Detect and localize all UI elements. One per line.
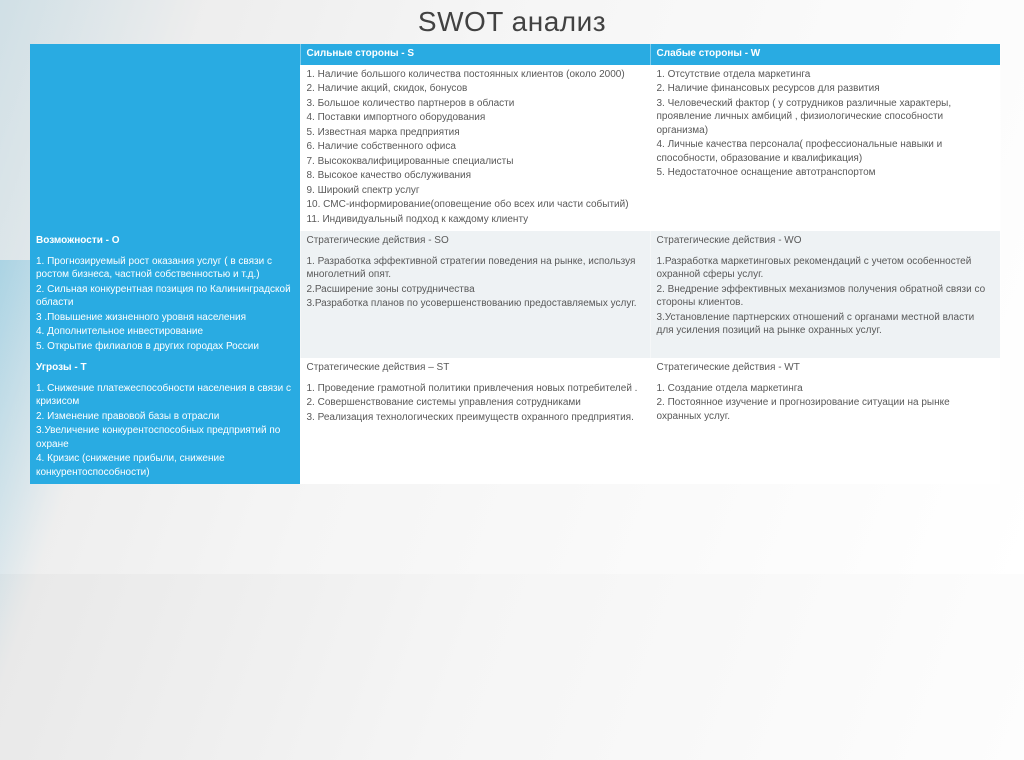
table-row: Угрозы - T Стратегические действия – ST …: [30, 358, 1000, 379]
cell-blank-left: [30, 65, 300, 232]
list-item: 2.Расширение зоны сотрудничества: [307, 283, 644, 297]
list-item: 3. Большое количество партнеров в област…: [307, 97, 644, 111]
cell-opportunities: 1. Прогнозируемый рост оказания услуг ( …: [30, 252, 300, 359]
list-item: 10. СМС-информирование(оповещение обо вс…: [307, 198, 644, 212]
list-item: 3. Человеческий фактор ( у сотрудников р…: [657, 97, 994, 138]
list-item: 3.Увеличение конкурентоспособных предпри…: [36, 424, 294, 451]
list-item: 5. Известная марка предприятия: [307, 126, 644, 140]
header-st: Стратегические действия – ST: [300, 358, 650, 379]
list-item: 1.Разработка маркетинговых рекомендаций …: [657, 255, 994, 282]
list-item: 1. Создание отдела маркетинга: [657, 382, 994, 396]
list-item: 2. Совершенствование системы управления …: [307, 396, 644, 410]
list-item: 2. Наличие финансовых ресурсов для разви…: [657, 82, 994, 96]
cell-strengths: 1. Наличие большого количества постоянны…: [300, 65, 650, 232]
list-item: 1. Прогнозируемый рост оказания услуг ( …: [36, 255, 294, 282]
table-row: 1. Наличие большого количества постоянны…: [30, 65, 1000, 232]
cell-weaknesses: 1. Отсутствие отдела маркетинга2. Наличи…: [650, 65, 1000, 232]
list-item: 1. Снижение платежеспособности населения…: [36, 382, 294, 409]
header-blank: [30, 44, 300, 65]
header-strengths: Сильные стороны - S: [300, 44, 650, 65]
list-item: 11. Индивидуальный подход к каждому клие…: [307, 213, 644, 227]
list-item: 9. Широкий спектр услуг: [307, 184, 644, 198]
list-item: 1. Проведение грамотной политики привлеч…: [307, 382, 644, 396]
list-item: 2. Сильная конкурентная позиция по Калин…: [36, 283, 294, 310]
swot-table: Сильные стороны - S Слабые стороны - W 1…: [30, 44, 1001, 484]
list-item: 4. Поставки импортного оборудования: [307, 111, 644, 125]
header-wo: Стратегические действия - WO: [650, 231, 1000, 252]
list-item: 5. Недостаточное оснащение автотранспорт…: [657, 166, 994, 180]
table-row: 1. Снижение платежеспособности населения…: [30, 379, 1000, 485]
list-item: 2. Внедрение эффективных механизмов полу…: [657, 283, 994, 310]
cell-threats: 1. Снижение платежеспособности населения…: [30, 379, 300, 485]
list-item: 2. Постоянное изучение и прогнозирование…: [657, 396, 994, 423]
cell-st: 1. Проведение грамотной политики привлеч…: [300, 379, 650, 485]
header-threats: Угрозы - T: [30, 358, 300, 379]
header-wt: Стратегические действия - WT: [650, 358, 1000, 379]
list-item: 2. Наличие акций, скидок, бонусов: [307, 82, 644, 96]
page-title: SWOT анализ: [0, 6, 1024, 38]
list-item: 4. Кризис (снижение прибыли, снижение ко…: [36, 452, 294, 479]
table-row: 1. Прогнозируемый рост оказания услуг ( …: [30, 252, 1000, 359]
header-so: Стратегические действия - SO: [300, 231, 650, 252]
list-item: 3. Реализация технологических преимущест…: [307, 411, 644, 425]
header-weaknesses: Слабые стороны - W: [650, 44, 1000, 65]
table-row: Сильные стороны - S Слабые стороны - W: [30, 44, 1000, 65]
list-item: 3.Разработка планов по усовершенствовани…: [307, 297, 644, 311]
list-item: 4. Дополнительное инвестирование: [36, 325, 294, 339]
header-opportunities: Возможности - O: [30, 231, 300, 252]
list-item: 1. Разработка эффективной стратегии пове…: [307, 255, 644, 282]
list-item: 6. Наличие собственного офиса: [307, 140, 644, 154]
cell-wt: 1. Создание отдела маркетинга2. Постоянн…: [650, 379, 1000, 485]
list-item: 1. Отсутствие отдела маркетинга: [657, 68, 994, 82]
list-item: 3.Установление партнерских отношений с о…: [657, 311, 994, 338]
list-item: 5. Открытие филиалов в других городах Ро…: [36, 340, 294, 354]
table-row: Возможности - O Стратегические действия …: [30, 231, 1000, 252]
list-item: 8. Высокое качество обслуживания: [307, 169, 644, 183]
list-item: 7. Высококвалифицированные специалисты: [307, 155, 644, 169]
list-item: 3 .Повышение жизненного уровня населения: [36, 311, 294, 325]
list-item: 2. Изменение правовой базы в отрасли: [36, 410, 294, 424]
cell-so: 1. Разработка эффективной стратегии пове…: [300, 252, 650, 359]
cell-wo: 1.Разработка маркетинговых рекомендаций …: [650, 252, 1000, 359]
list-item: 1. Наличие большого количества постоянны…: [307, 68, 644, 82]
list-item: 4. Личные качества персонала( профессион…: [657, 138, 994, 165]
